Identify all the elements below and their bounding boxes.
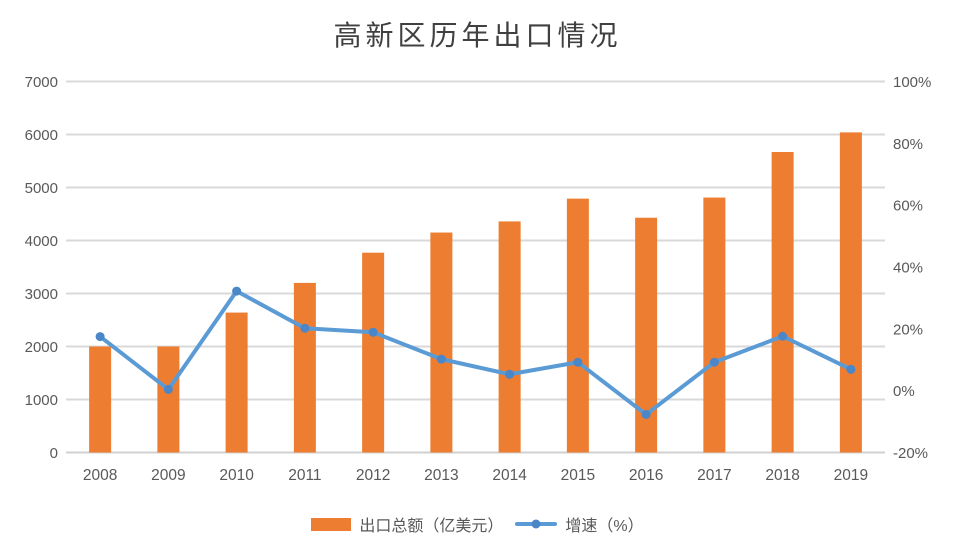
line-marker-2015 [573,357,583,367]
line-marker-2008 [95,332,105,342]
right-axis-label: 20% [893,321,923,338]
left-axis-label: 0 [50,445,58,462]
right-axis-label: -20% [893,445,928,462]
bar-2011 [293,282,316,453]
bar-2017 [703,197,726,453]
left-axis-label: 4000 [25,233,58,250]
right-axis-label: 60% [893,198,923,215]
right-axis-label: 0% [893,383,915,400]
left-axis-label: 2000 [25,339,58,356]
x-axis-label: 2008 [83,467,117,484]
line-marker-2011 [300,323,310,333]
right-axis-label: 80% [893,136,923,153]
line-marker-2010 [232,286,242,296]
chart-title: 高新区历年出口情况 [333,21,622,52]
growth-line [98,289,853,417]
bar-2010 [225,312,248,453]
left-axis-label: 1000 [25,392,58,409]
line-marker-2017 [709,357,719,367]
legend-label-exports: 出口总额（亿美元） [359,518,504,535]
line-marker-2013 [436,354,446,364]
line-marker-2019 [846,364,856,374]
bar-2014 [498,221,521,453]
left-axis-label: 7000 [25,74,58,91]
bar-2015 [566,198,589,453]
x-axis-label: 2018 [765,467,799,484]
legend-item-growth: 增速（%） [515,512,644,536]
bar-2016 [635,217,658,453]
x-axis-label: 2013 [424,467,458,484]
x-axis-label: 2009 [151,467,185,484]
legend-item-exports: 出口总额（亿美元） [311,512,503,536]
bar-series-swatch-icon [311,517,352,531]
bar-2012 [362,252,385,453]
legend-label-growth: 增速（%） [565,518,644,535]
x-axis-label: 2010 [219,467,254,484]
line-marker-2016 [641,409,651,419]
x-axis-label: 2011 [288,467,321,484]
x-axis-label: 2017 [697,467,731,484]
left-axis-label: 3000 [25,286,58,303]
x-axis-label: 2014 [492,467,527,484]
legend: 出口总额（亿美元） 增速（%） [0,512,955,536]
line-marker-2009 [163,384,173,394]
bar-2019 [839,132,862,453]
line-marker-2018 [778,331,788,341]
x-axis-label: 2012 [356,467,390,484]
line-marker-2014 [505,369,515,379]
bar-2013 [430,232,453,453]
x-axis-label: 2015 [561,467,595,484]
x-axis-label: 2016 [629,467,663,484]
bar-2009 [157,346,180,453]
bar-2008 [89,346,112,453]
line-series-marker-icon [515,519,558,529]
right-axis-label: 100% [893,74,931,91]
right-axis-label: 40% [893,260,923,277]
line-marker-2012 [368,327,378,337]
x-axis-label: 2019 [834,467,868,484]
left-axis-label: 6000 [25,127,58,144]
bar-2018 [771,151,794,453]
left-axis-label: 5000 [25,180,58,197]
